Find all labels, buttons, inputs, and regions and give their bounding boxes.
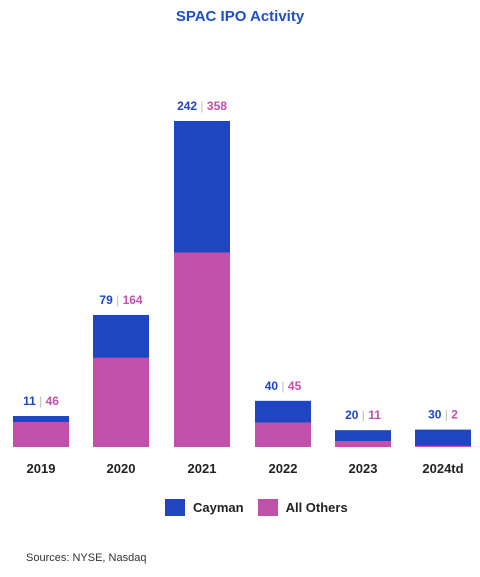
x-tick-label-2020: 2020 xyxy=(107,461,136,476)
data-label-divider-2019: | xyxy=(36,394,46,408)
data-label-divider-2024td: | xyxy=(441,408,451,422)
data-label-2023: 20 | 11 xyxy=(345,408,381,422)
bar-others-2023 xyxy=(335,441,391,447)
bar-cayman-2024td xyxy=(415,429,471,446)
x-tick-label-2021: 2021 xyxy=(188,461,217,476)
bar-cayman-2022 xyxy=(255,400,311,423)
data-label-others-2019: 46 xyxy=(46,394,60,408)
data-label-2020: 79 | 164 xyxy=(99,293,143,307)
bar-others-2020 xyxy=(93,357,149,447)
bar-others-2019 xyxy=(13,422,69,447)
bar-chart: 11 | 46 2019 79 | 164 2020 242 | 358 2021 40 |… xyxy=(13,99,471,476)
x-tick-label-2023: 2023 xyxy=(349,461,378,476)
legend-label-cayman: Cayman xyxy=(193,499,244,515)
legend-swatch-others xyxy=(257,498,278,516)
x-tick-label-2022: 2022 xyxy=(269,461,298,476)
data-label-2021: 242 | 358 xyxy=(177,99,227,113)
data-label-others-2020: 164 xyxy=(123,293,143,307)
data-label-cayman-2021: 242 xyxy=(177,99,197,113)
legend: Cayman All Others xyxy=(165,497,362,517)
bar-cayman-2019 xyxy=(13,416,69,423)
data-label-divider-2023: | xyxy=(358,408,368,422)
data-label-others-2021: 358 xyxy=(207,99,227,113)
legend-swatch-cayman xyxy=(165,498,185,516)
x-tick-label-2019: 2019 xyxy=(27,461,56,476)
data-label-cayman-2024td: 30 xyxy=(428,408,442,422)
data-label-cayman-2019: 11 xyxy=(23,394,36,408)
data-label-2022: 40 | 45 xyxy=(265,379,302,393)
data-label-others-2023: 11 xyxy=(368,408,381,422)
bar-cayman-2020 xyxy=(93,314,149,358)
bar-others-2021 xyxy=(174,252,230,447)
data-label-cayman-2023: 20 xyxy=(345,408,359,422)
legend-item-others: All Others xyxy=(257,498,348,516)
data-label-divider-2021: | xyxy=(197,99,207,113)
data-label-cayman-2022: 40 xyxy=(265,379,279,393)
bar-cayman-2023 xyxy=(335,430,391,442)
source-note: Sources: NYSE, Nasdaq xyxy=(26,552,147,564)
x-tick-label-2024td: 2024td xyxy=(422,461,463,476)
data-label-2019: 11 | 46 xyxy=(23,394,59,408)
data-label-others-2024td: 2 xyxy=(451,408,458,422)
bar-others-2022 xyxy=(255,422,311,447)
legend-label-others: All Others xyxy=(285,499,348,515)
legend-item-cayman: Cayman xyxy=(165,498,244,516)
bar-cayman-2021 xyxy=(174,121,230,253)
data-label-divider-2020: | xyxy=(113,293,123,307)
data-label-2024td: 30 | 2 xyxy=(428,408,458,422)
chart-title: SPAC IPO Activity xyxy=(175,8,305,25)
data-label-divider-2022: | xyxy=(278,379,288,393)
bar-others-2024td xyxy=(415,445,471,447)
data-label-others-2022: 45 xyxy=(288,379,302,393)
data-label-cayman-2020: 79 xyxy=(99,293,113,307)
